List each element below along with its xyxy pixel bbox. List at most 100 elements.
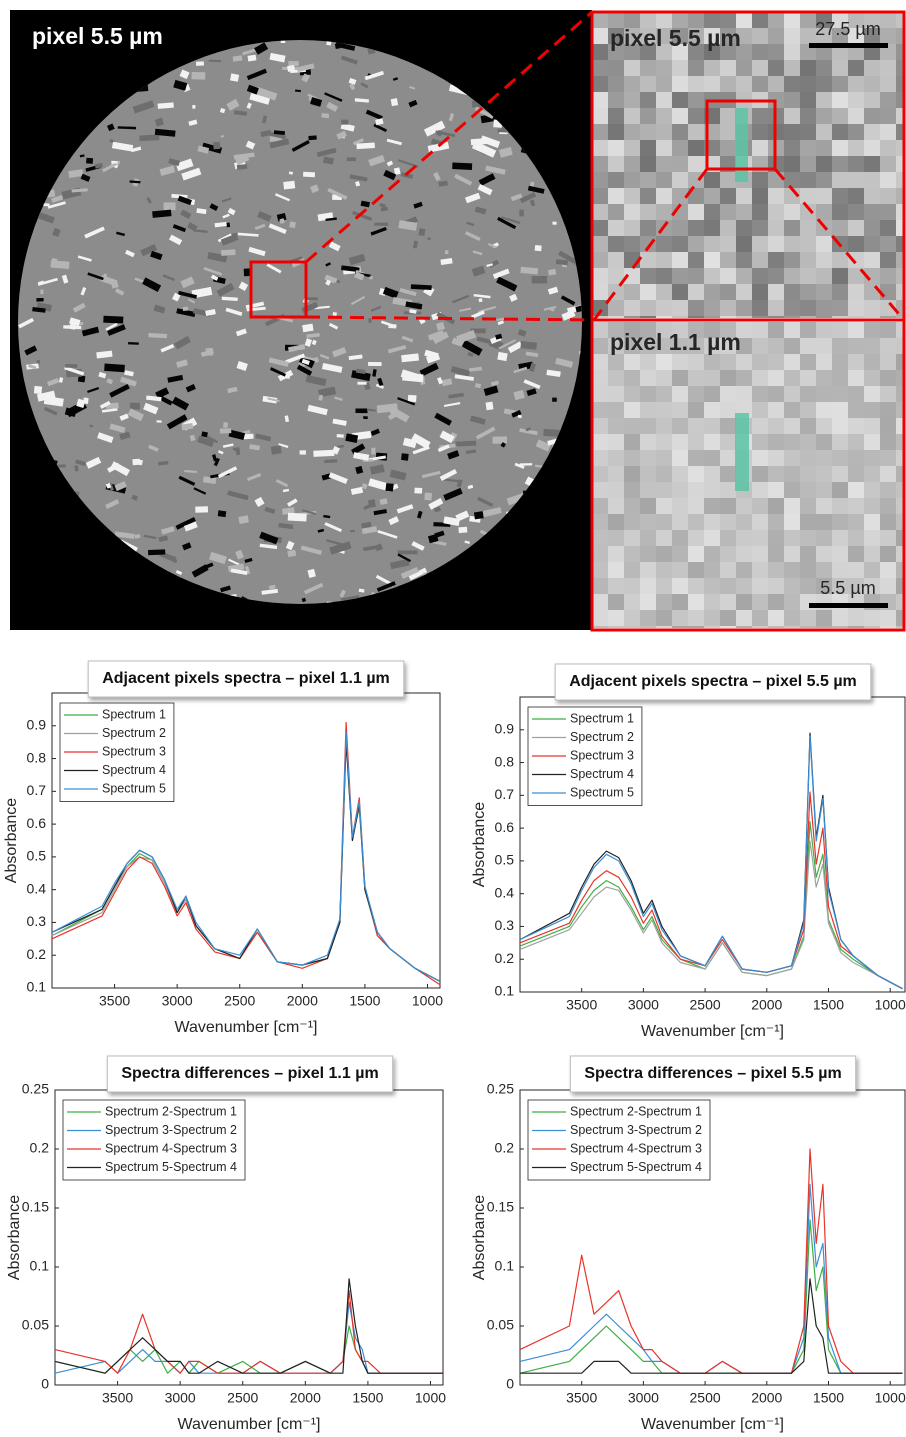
mosaic-pixel [640, 92, 656, 108]
texture [32, 306, 46, 313]
texture [411, 541, 425, 551]
mosaic-pixel [880, 12, 896, 28]
mosaic-pixel [640, 300, 656, 316]
texture [101, 408, 118, 413]
texture [337, 444, 345, 449]
mosaic-pixel [832, 156, 848, 172]
texture [496, 276, 518, 292]
texture [390, 558, 410, 570]
texture [139, 134, 160, 142]
mosaic-pixel [848, 530, 864, 546]
texture [399, 287, 417, 297]
texture [456, 329, 477, 344]
mosaic-pixel [720, 60, 736, 76]
texture [157, 461, 169, 466]
mosaic-pixel [688, 498, 704, 514]
texture [369, 464, 385, 475]
texture [254, 223, 266, 231]
mosaic-pixel [592, 482, 608, 498]
texture [441, 378, 453, 387]
texture [318, 386, 337, 398]
texture [364, 70, 385, 81]
texture [142, 277, 162, 292]
texture [306, 332, 320, 339]
texture [236, 360, 248, 371]
mosaic-pixel [592, 124, 608, 140]
texture [220, 233, 239, 246]
mosaic-pixel [736, 44, 752, 60]
texture [269, 138, 290, 149]
mosaic-pixel [768, 546, 784, 562]
texture [444, 250, 449, 255]
texture [468, 366, 483, 372]
texture [543, 428, 563, 438]
scale-label: 5.5 µm [820, 578, 875, 598]
mosaic-pixel [592, 626, 608, 628]
mosaic-pixel [608, 204, 624, 220]
mosaic-pixel [656, 284, 672, 300]
mosaic-pixel [832, 546, 848, 562]
texture [498, 339, 517, 350]
texture [379, 202, 386, 209]
mosaic-pixel [640, 12, 656, 28]
mosaic-pixel [640, 124, 656, 140]
mosaic-pixel [624, 188, 640, 204]
scale-bar [809, 603, 888, 608]
mosaic-pixel [720, 402, 736, 418]
texture [155, 387, 170, 399]
x-tick-label: 1000 [875, 1390, 906, 1406]
mosaic-pixel [656, 60, 672, 76]
texture [124, 370, 134, 377]
mosaic-pixel [736, 76, 752, 92]
texture [187, 298, 196, 304]
texture [501, 216, 521, 224]
texture [458, 307, 472, 312]
mosaic-pixel [896, 220, 904, 236]
texture [87, 387, 100, 393]
mosaic-pixel [720, 252, 736, 268]
mosaic-pixel [768, 466, 784, 482]
mosaic-pixel [640, 28, 656, 44]
mosaic-pixel [784, 268, 800, 284]
texture [478, 173, 496, 186]
texture [476, 336, 493, 345]
texture [116, 231, 126, 237]
mosaic-pixel [656, 418, 672, 434]
mosaic-pixel [784, 108, 800, 124]
texture [104, 363, 125, 373]
texture [437, 444, 450, 453]
mosaic-pixel [592, 300, 608, 316]
texture [47, 377, 60, 387]
texture [255, 433, 272, 442]
mosaic-pixel [704, 188, 720, 204]
texture [534, 244, 542, 252]
mosaic-pixel [784, 578, 800, 594]
mosaic-pixel [864, 610, 880, 626]
mosaic-pixel [896, 386, 904, 402]
texture [302, 323, 314, 333]
texture [465, 449, 477, 455]
mosaic-pixel [880, 626, 896, 628]
mosaic-pixel [720, 188, 736, 204]
mosaic-pixel [592, 402, 608, 418]
mosaic-pixel [624, 140, 640, 156]
texture [436, 129, 443, 137]
mosaic-pixel [688, 450, 704, 466]
texture [195, 506, 209, 513]
texture [336, 434, 344, 438]
mosaic-pixel [672, 578, 688, 594]
texture [377, 530, 398, 539]
texture [443, 402, 461, 408]
mosaic-pixel [848, 626, 864, 628]
mosaic-pixel [768, 284, 784, 300]
mosaic-pixel [688, 386, 704, 402]
texture [341, 265, 360, 273]
mosaic-pixel [656, 402, 672, 418]
mosaic-pixel [752, 108, 768, 124]
mosaic-pixel [624, 316, 640, 318]
texture [68, 169, 84, 178]
mosaic-pixel [736, 594, 752, 610]
y-tick-label: 0 [41, 1376, 49, 1392]
mosaic-pixel [832, 626, 848, 628]
texture [326, 101, 339, 112]
